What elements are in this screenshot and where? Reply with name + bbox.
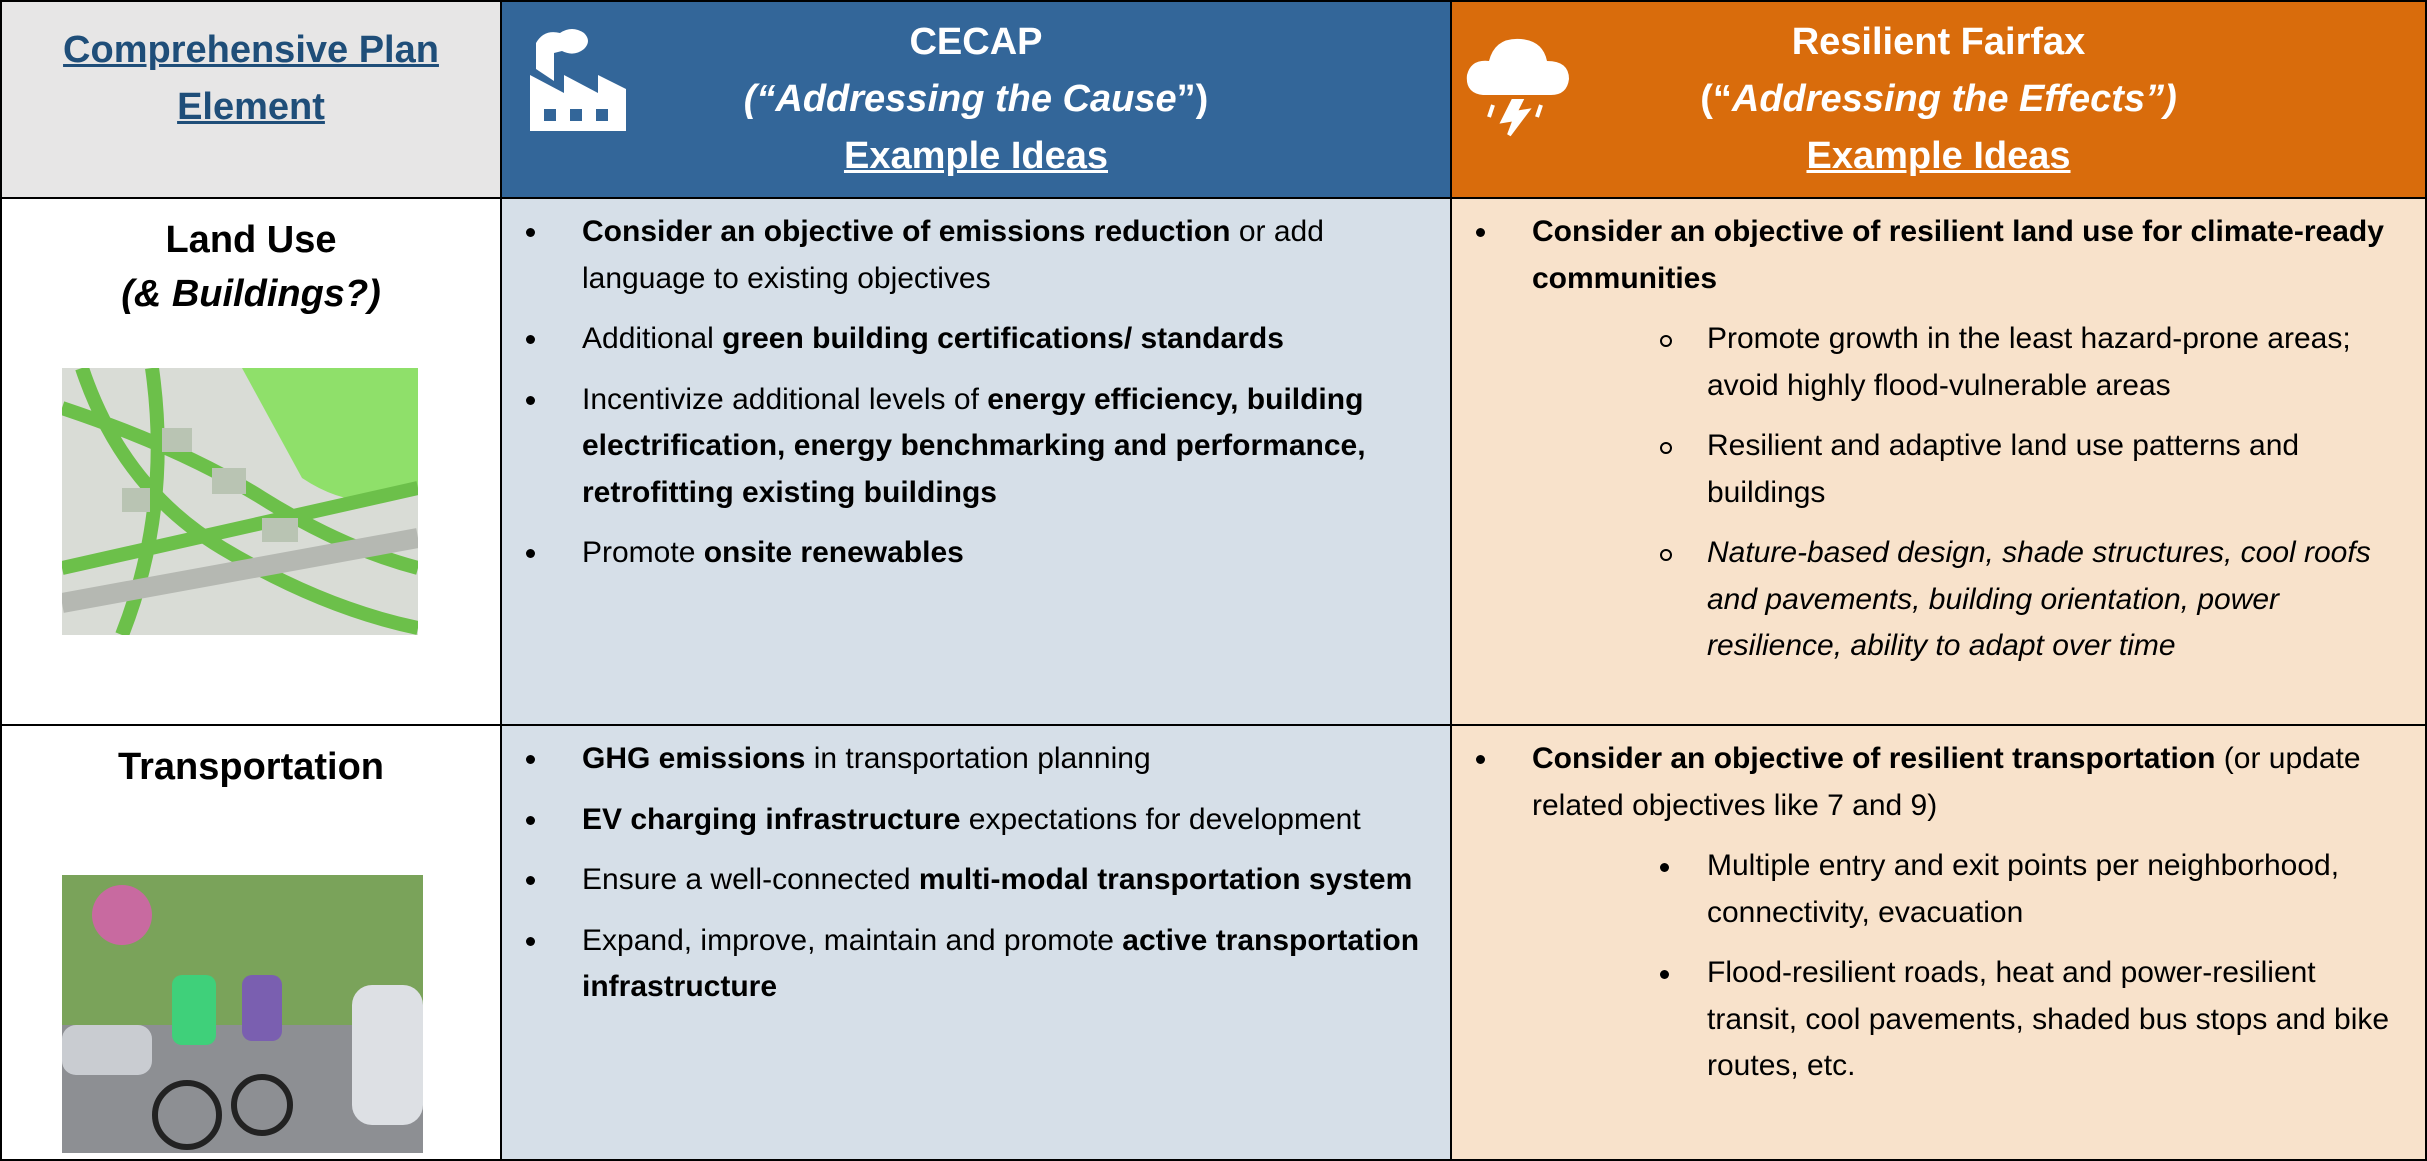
bullet-item: Promote onsite renewables (502, 530, 1424, 577)
text-run: Flood-resilient roads, heat and power-re… (1707, 956, 2389, 1082)
cyclists-photo (62, 875, 423, 1153)
text-run: multi-modal transportation system (919, 863, 1412, 896)
factory-icon (526, 23, 628, 133)
text-run: Multiple entry and exit points per neigh… (1707, 849, 2339, 929)
text-run: Promote growth in the least hazard-prone… (1707, 322, 2351, 402)
bullet-text: Consider an objective of resilient trans… (1532, 736, 2399, 829)
bullet-text: Expand, improve, maintain and promote ac… (582, 918, 1424, 1011)
text-run: Resilient and adaptive land use patterns… (1707, 429, 2299, 509)
text-run: ”) (1177, 78, 1209, 120)
bullet-item: Consider an objective of resilient land … (1452, 209, 2399, 670)
sub-bullet-item: Flood-resilient roads, heat and power-re… (1532, 950, 2399, 1090)
bullet-text: Promote onsite renewables (582, 530, 1424, 577)
bullet-item: EV charging infrastructure expectations … (502, 797, 1424, 844)
storm-icon (1463, 31, 1573, 137)
bullet-marker (526, 396, 535, 405)
bullet-item: Incentivize additional levels of energy … (502, 377, 1424, 517)
text-run: Consider an objective of emissions reduc… (582, 215, 1230, 248)
cecap-title: CECAP (502, 14, 1450, 71)
text-run: Incentivize additional levels of (582, 383, 987, 416)
bullet-marker (526, 228, 535, 237)
text-run: Addressing the Effects”) (1732, 78, 2177, 120)
resilient-subtitle: (“Addressing the Effects”) (1452, 71, 2425, 128)
sub-bullet-marker (1660, 335, 1672, 347)
bullet-marker (526, 549, 535, 558)
bullet-item: Consider an objective of emissions reduc… (502, 209, 1424, 302)
element-title: Transportation (2, 740, 500, 794)
sub-bullet-text: Promote growth in the least hazard-prone… (1707, 316, 2399, 409)
cecap-ideas-list: Consider an objective of emissions reduc… (500, 197, 1452, 726)
bullet-marker (526, 937, 535, 946)
bullet-marker (526, 335, 535, 344)
sub-bullet-marker (1660, 549, 1672, 561)
text-run: onsite renewables (704, 536, 964, 569)
bullet-marker (1476, 755, 1485, 764)
sub-bullet-item: Resilient and adaptive land use patterns… (1532, 423, 2399, 516)
bullet-text: Additional green building certifications… (582, 316, 1424, 363)
bullet-marker (526, 816, 535, 825)
bullet-item: GHG emissions in transportation planning (502, 736, 1424, 783)
sub-bullet-item: Promote growth in the least hazard-prone… (1532, 316, 2399, 409)
text-run: (“Addressing the Cause (744, 78, 1177, 120)
resilient-ideas-list: Consider an objective of resilient trans… (1450, 724, 2427, 1161)
element-title: Land Use (2, 213, 500, 267)
bullet-text: EV charging infrastructure expectations … (582, 797, 1424, 844)
text-run: expectations for development (960, 803, 1360, 836)
text-run: Nature-based design, shade structures, c… (1707, 536, 2371, 662)
sub-bullet-marker (1660, 863, 1669, 872)
text-run: in transportation planning (805, 742, 1150, 775)
bullet-text: Consider an objective of resilient land … (1532, 209, 2399, 302)
text-run: Promote (582, 536, 704, 569)
sub-bullet-text: Resilient and adaptive land use patterns… (1707, 423, 2399, 516)
header-element: Comprehensive Plan Element (0, 0, 502, 199)
cecap-subtitle: (“Addressing the Cause”) (502, 71, 1450, 128)
text-run: Ensure a well-connected (582, 863, 919, 896)
bullet-text: Incentivize additional levels of energy … (582, 377, 1424, 517)
bullet-item: Ensure a well-connected multi-modal tran… (502, 857, 1424, 904)
bullet-text: Consider an objective of emissions reduc… (582, 209, 1424, 302)
bullet-item: Consider an objective of resilient trans… (1452, 736, 2399, 1090)
resilient-ideas: Example Ideas (1452, 128, 2425, 185)
text-run: green building certifications/ standards (722, 322, 1284, 355)
bullet-text: Ensure a well-connected multi-modal tran… (582, 857, 1424, 904)
sub-bullet-item: Multiple entry and exit points per neigh… (1532, 843, 2399, 936)
text-run: Consider an objective of resilient trans… (1532, 742, 2215, 775)
sub-bullet-text: Multiple entry and exit points per neigh… (1707, 843, 2399, 936)
text-run: (“ (1700, 78, 1732, 120)
sub-bullet-item: Nature-based design, shade structures, c… (1532, 530, 2399, 670)
sub-bullet-marker (1660, 970, 1669, 979)
resilient-ideas-list: Consider an objective of resilient land … (1450, 197, 2427, 726)
bullet-text: GHG emissions in transportation planning (582, 736, 1424, 783)
cecap-ideas: Example Ideas (502, 128, 1450, 185)
header-element-text: Comprehensive Plan Element (63, 29, 439, 128)
sub-bullet-marker (1660, 442, 1672, 454)
text-run: GHG emissions (582, 742, 805, 775)
header-resilient: Resilient Fairfax (“Addressing the Effec… (1450, 0, 2427, 199)
element-subtitle: (& Buildings?) (2, 267, 500, 321)
bullet-item: Additional green building certifications… (502, 316, 1424, 363)
text-run: EV charging infrastructure (582, 803, 960, 836)
text-run: Consider an objective of resilient land … (1532, 215, 2384, 295)
bullet-marker (526, 876, 535, 885)
header-cecap: CECAP (“Addressing the Cause”) Example I… (500, 0, 1452, 199)
map-image (62, 368, 418, 635)
bullet-marker (1476, 228, 1485, 237)
bullet-item: Expand, improve, maintain and promote ac… (502, 918, 1424, 1011)
sub-bullet-text: Nature-based design, shade structures, c… (1707, 530, 2399, 670)
sub-bullet-text: Flood-resilient roads, heat and power-re… (1707, 950, 2399, 1090)
cecap-ideas-list: GHG emissions in transportation planning… (500, 724, 1452, 1161)
bullet-marker (526, 755, 535, 764)
resilient-title: Resilient Fairfax (1452, 14, 2425, 71)
text-run: Additional (582, 322, 722, 355)
text-run: Expand, improve, maintain and promote (582, 924, 1122, 957)
page: Comprehensive Plan Element CECAP (“Addre… (0, 0, 2427, 1161)
